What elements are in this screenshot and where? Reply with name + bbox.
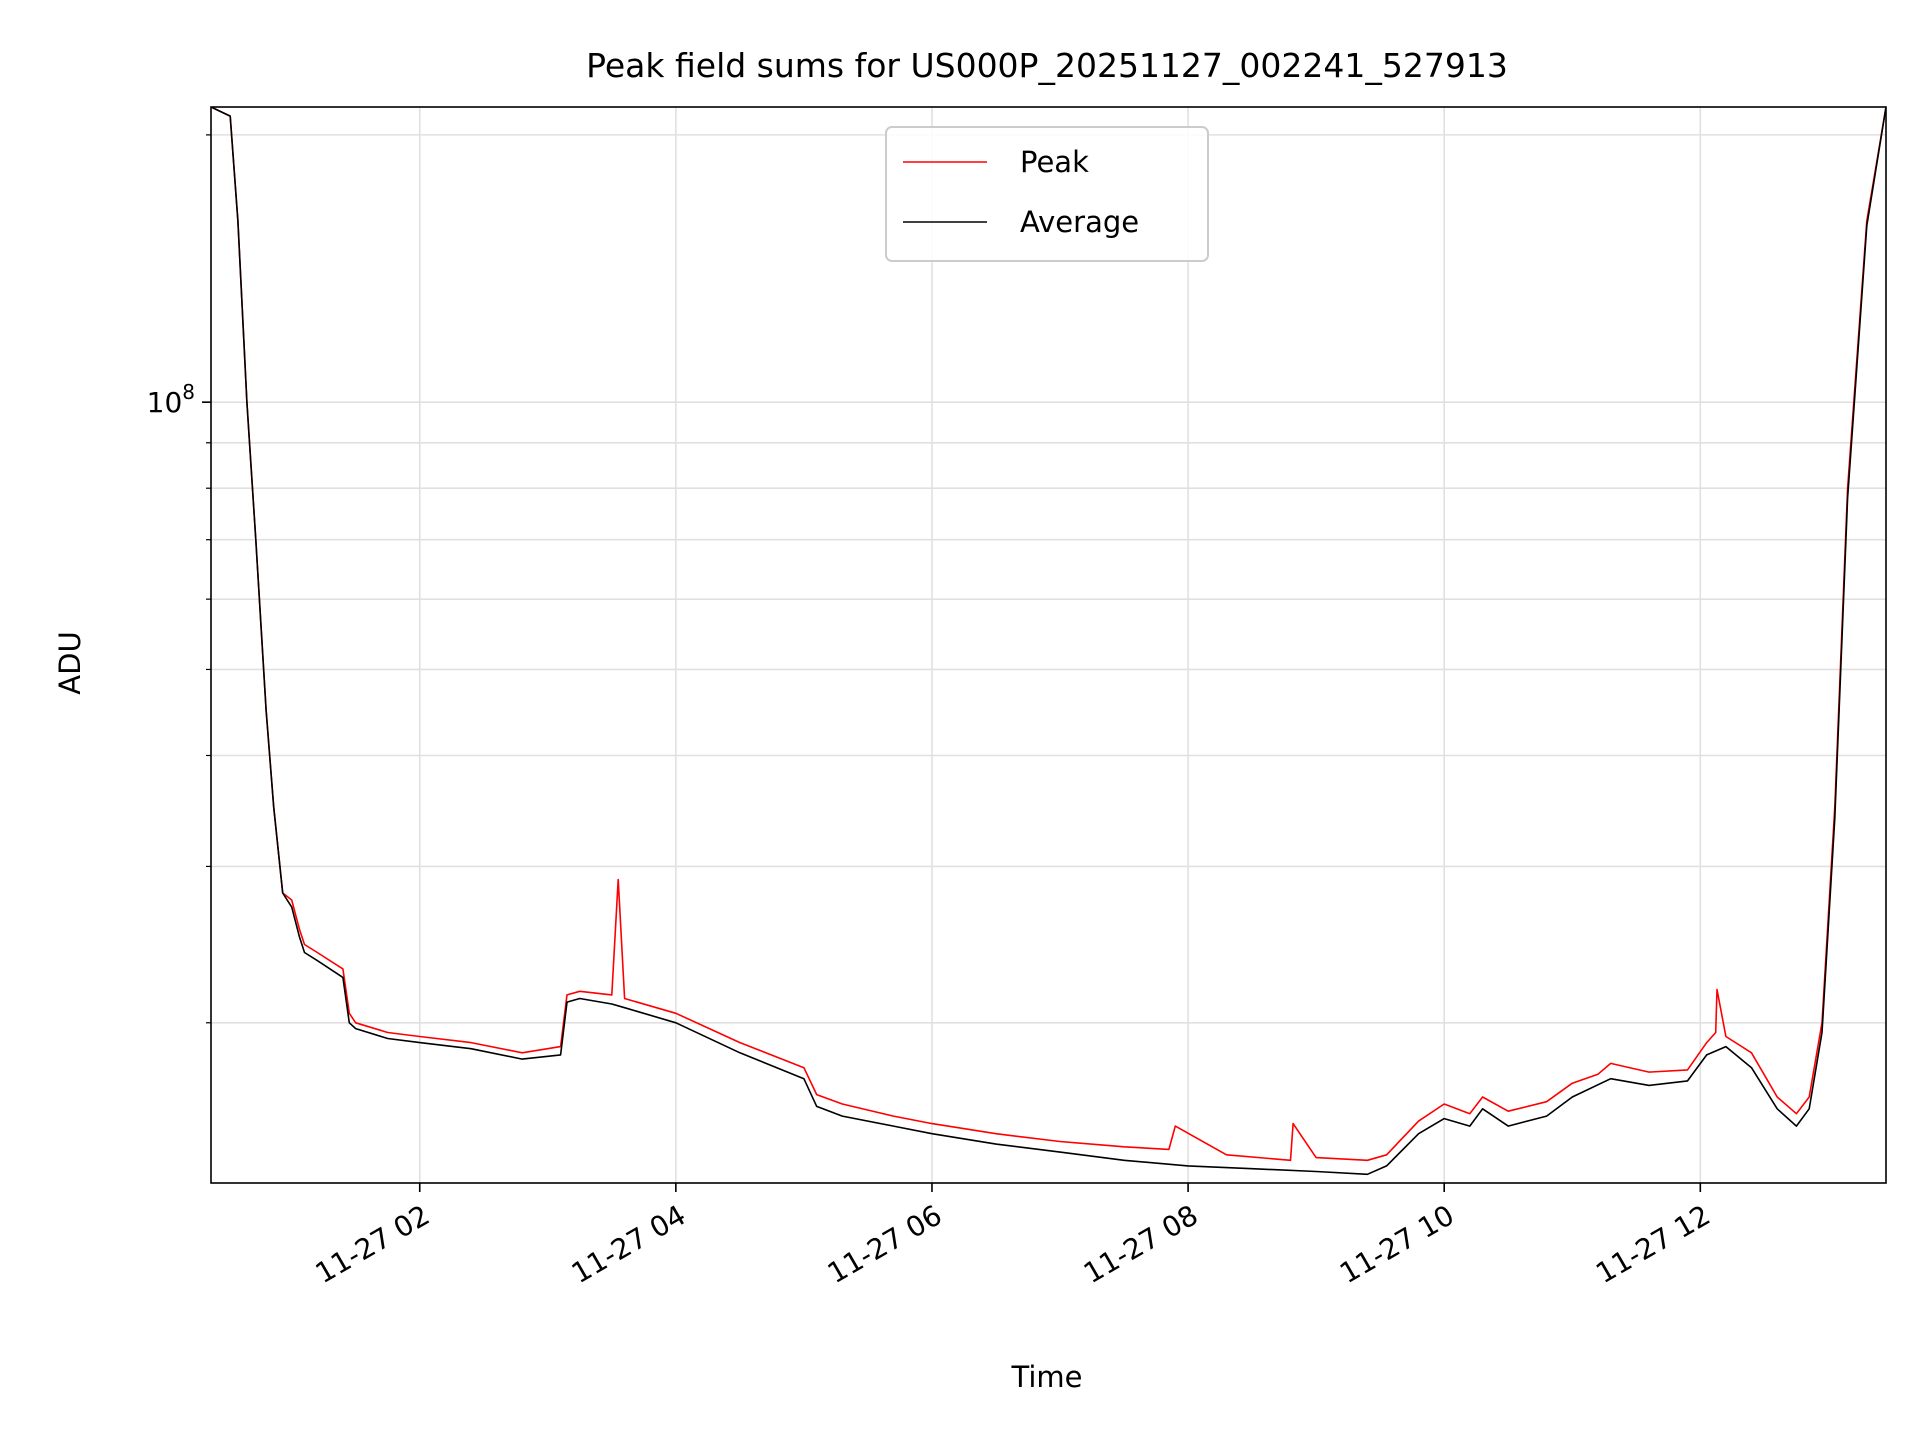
y-tick-label: 108 — [147, 380, 195, 419]
legend-average-label: Average — [1020, 205, 1139, 239]
legend-peak-label: Peak — [1020, 145, 1089, 179]
legend-box — [885, 126, 1209, 262]
legend: Peak Average — [885, 126, 1209, 262]
y-axis-label: ADU — [53, 631, 87, 694]
chart-title: Peak field sums for US000P_20251127_0022… — [586, 46, 1508, 85]
series-line-peak — [211, 107, 1886, 1162]
series-line-average — [211, 107, 1886, 1176]
x-axis-label: Time — [1011, 1360, 1083, 1394]
plot-frame — [210, 106, 1887, 1184]
